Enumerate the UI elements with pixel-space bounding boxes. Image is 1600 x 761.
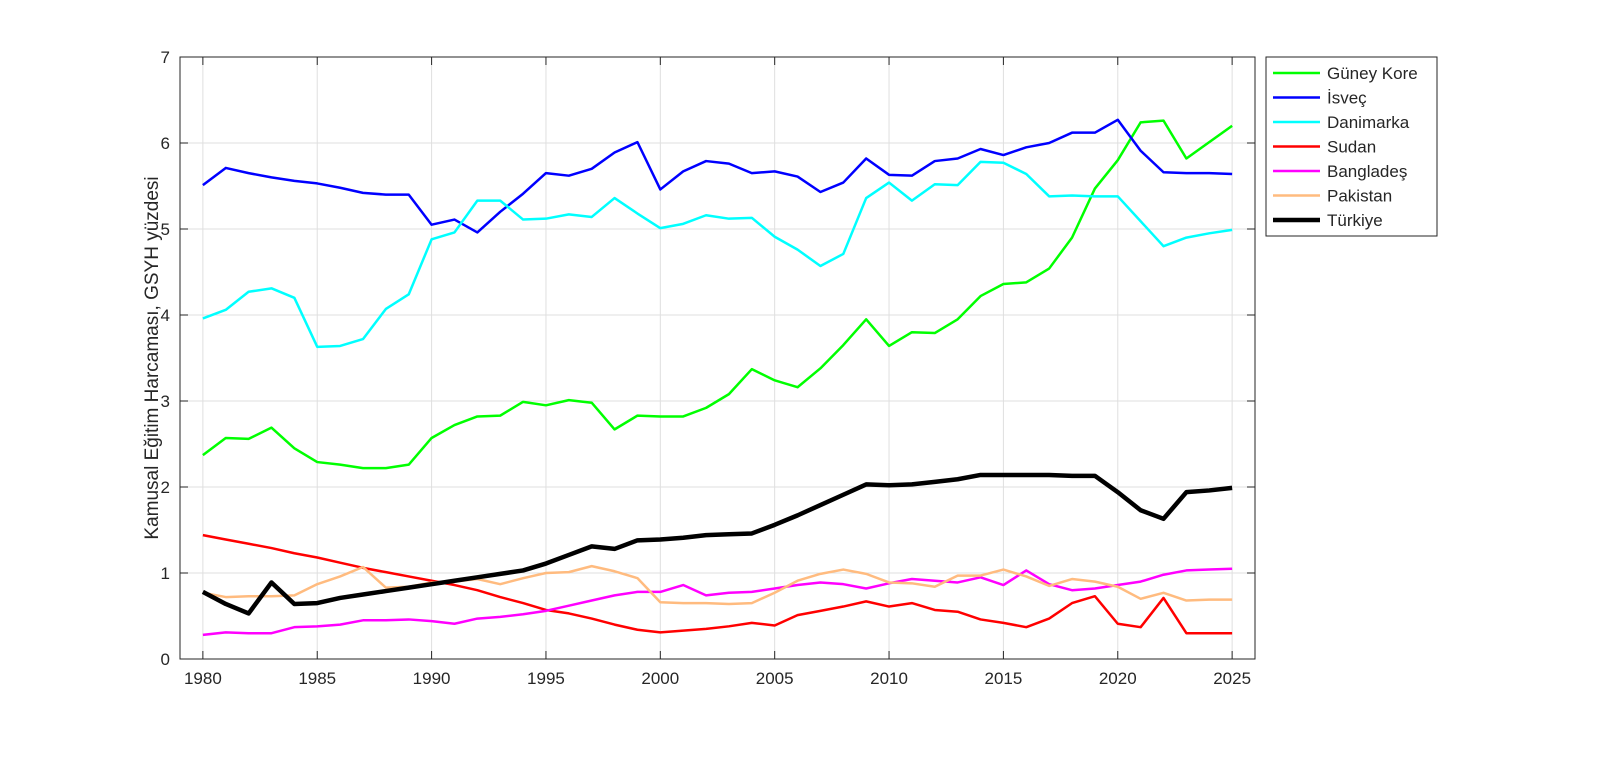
x-tick-label: 1995	[527, 669, 565, 688]
series-line-bangladeş	[202, 567, 1233, 637]
legend-label: Güney Kore	[1327, 64, 1418, 83]
legend: Güney Kore İsveç Danimarka Sudan Bangladeş Pa…	[1265, 56, 1438, 237]
y-tick-label: 3	[161, 392, 170, 411]
y-tick-label: 5	[161, 220, 170, 239]
grid	[180, 56, 1255, 660]
y-tick-label: 1	[161, 564, 170, 583]
y-tick-label: 2	[161, 478, 170, 497]
series-line-sudan	[202, 533, 1233, 635]
x-tick-label: 2005	[756, 669, 794, 688]
y-axis-label: Kamusal Eğitim Harcaması, GSYH yüzdesi	[142, 176, 163, 539]
y-tick-label: 7	[161, 48, 170, 67]
legend-label: Danimarka	[1327, 113, 1410, 132]
y-tick-label: 4	[161, 306, 170, 325]
x-tick-label: 1985	[298, 669, 336, 688]
x-tick-label: 1990	[413, 669, 451, 688]
series-line-danimarka	[202, 160, 1233, 349]
x-tick-label: 2010	[870, 669, 908, 688]
axis-ticks: 1980 1985 1990 1995 2000 2005 2010 2015 2020 2025…	[161, 48, 1255, 688]
legend-label: İsveç	[1327, 89, 1367, 108]
legend-label: Sudan	[1327, 138, 1376, 157]
y-tick-label: 6	[161, 134, 170, 153]
series-line-türkiye	[201, 472, 1233, 616]
x-tick-label: 2020	[1099, 669, 1137, 688]
y-tick-label: 0	[161, 650, 170, 669]
axes-box	[179, 56, 1256, 660]
legend-label: Pakistan	[1327, 187, 1392, 206]
series-line-güney-kore	[202, 119, 1233, 470]
x-tick-label: 1980	[184, 669, 222, 688]
series-line-pakistan	[202, 564, 1233, 606]
x-tick-label: 2000	[641, 669, 679, 688]
series-line-i̇sveç	[202, 118, 1233, 234]
legend-label: Türkiye	[1327, 211, 1383, 230]
x-tick-label: 2025	[1213, 669, 1251, 688]
x-tick-label: 2015	[984, 669, 1022, 688]
series-lines	[201, 118, 1233, 637]
legend-label: Bangladeş	[1327, 162, 1407, 181]
